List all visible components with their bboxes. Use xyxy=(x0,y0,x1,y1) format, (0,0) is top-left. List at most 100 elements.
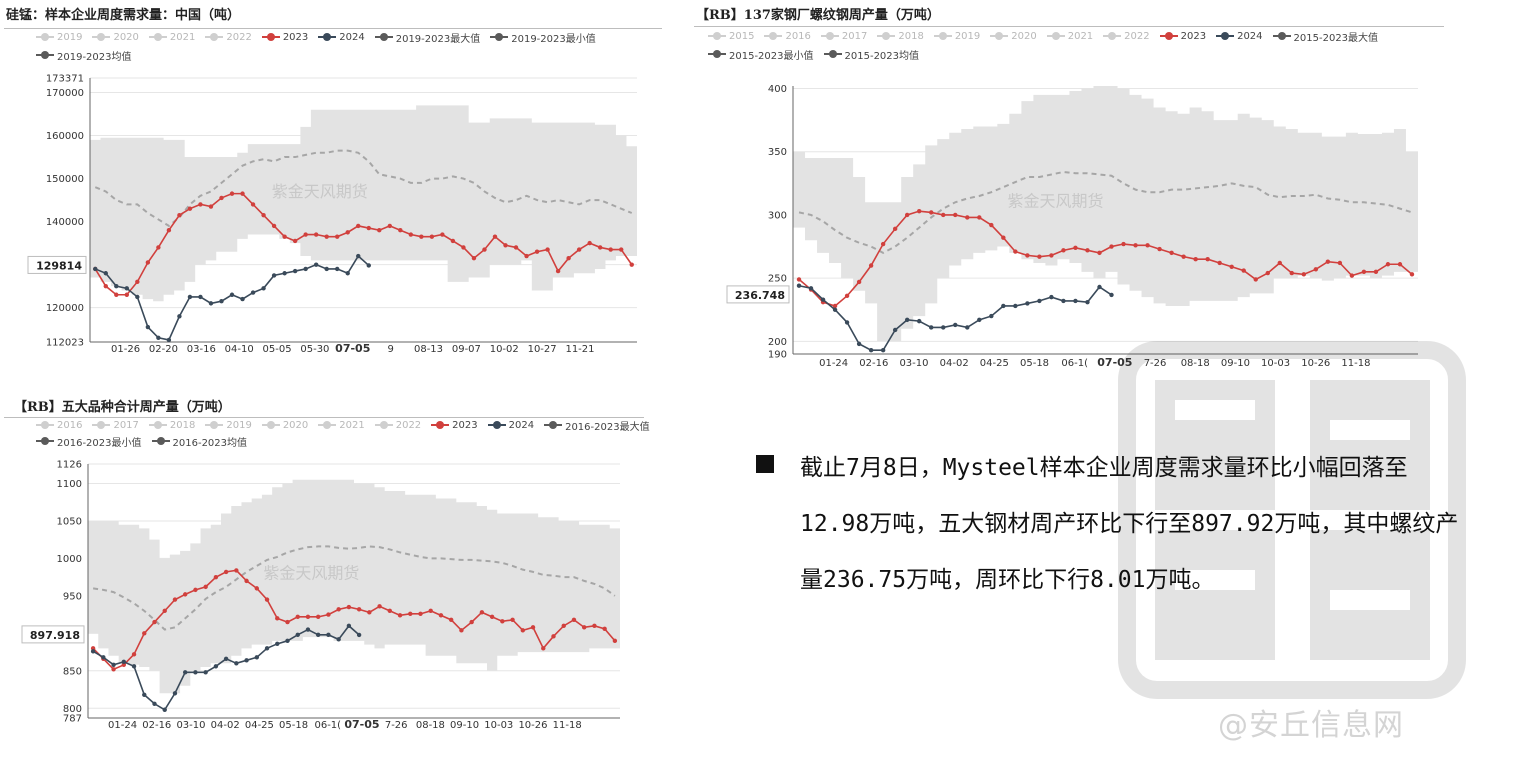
legend-swatch-icon xyxy=(933,32,952,40)
data-point-2023 xyxy=(397,613,403,618)
legend-item-2019[interactable]: 2019 xyxy=(205,419,252,431)
legend-swatch-icon xyxy=(36,421,54,429)
legend-item-2020[interactable]: 2020 xyxy=(261,420,308,431)
data-point-2023 xyxy=(1361,269,1367,275)
legend-item-max[interactable]: 2019-2023最大值 xyxy=(374,30,480,45)
legend-item-2024[interactable]: 2024 xyxy=(318,32,365,43)
legend-label: 2015-2023最小值 xyxy=(729,50,814,62)
data-point-2024 xyxy=(193,670,198,675)
legend-item-max[interactable]: 2015-2023最大值 xyxy=(1272,29,1378,44)
legend-item-2016[interactable]: 2016 xyxy=(36,420,82,431)
data-point-2023 xyxy=(172,597,178,602)
data-point-2023 xyxy=(459,628,464,633)
legend-item-2021[interactable]: 2021 xyxy=(1046,31,1093,42)
legend-swatch-icon xyxy=(36,33,54,41)
legend-item-2015[interactable]: 2015 xyxy=(708,31,754,42)
data-point-2023 xyxy=(492,234,498,239)
data-point-2024 xyxy=(904,317,910,323)
data-point-2024 xyxy=(121,659,127,665)
legend-item-2022[interactable]: 2022 xyxy=(374,420,421,431)
legend-item-2022[interactable]: 2022 xyxy=(1103,31,1150,42)
legend-item-2019[interactable]: 2019 xyxy=(933,31,980,42)
data-point-2023 xyxy=(1049,253,1054,258)
data-point-2023 xyxy=(917,208,922,214)
legend-item-2019[interactable]: 2019 xyxy=(36,32,82,43)
legend-label: 2016-2023均值 xyxy=(172,437,248,449)
legend-item-2018[interactable]: 2018 xyxy=(148,420,195,431)
data-point-2023 xyxy=(208,204,214,209)
data-point-2023 xyxy=(254,586,260,591)
x-tick-label: 09-10 xyxy=(450,720,479,731)
y-tick-label: 150000 xyxy=(46,174,84,185)
legend-item-2021[interactable]: 2021 xyxy=(318,420,365,431)
legend-label: 2022 xyxy=(226,31,252,43)
data-point-2024 xyxy=(1085,299,1090,305)
legend-item-min[interactable]: 2015-2023最小值 xyxy=(708,47,814,62)
legend-item-2021[interactable]: 2021 xyxy=(148,32,195,43)
current-value-box xyxy=(726,285,790,304)
range-band-area xyxy=(90,105,637,302)
legend-item-2020[interactable]: 2020 xyxy=(92,32,139,43)
legend-swatch-icon xyxy=(1046,32,1065,40)
summary-paragraph: 截止7月8日，Mysteel样本企业周度需求量环比小幅回落至12.98万吨，五大… xyxy=(800,455,1459,593)
legend-item-2023[interactable]: 2023 xyxy=(261,32,308,43)
data-point-2023 xyxy=(1157,246,1162,252)
data-point-2023 xyxy=(471,255,477,261)
x-tick-label: 02-16 xyxy=(142,720,171,731)
data-point-2023 xyxy=(965,215,970,220)
data-point-2024 xyxy=(145,324,151,330)
data-point-2023 xyxy=(1097,250,1102,256)
data-point-2023 xyxy=(1061,248,1066,253)
x-tick-label: 01-24 xyxy=(819,358,848,369)
data-point-2024 xyxy=(1001,303,1006,309)
data-point-2023 xyxy=(313,232,319,237)
data-point-2023 xyxy=(182,592,188,597)
legend-item-avg[interactable]: 2019-2023均值 xyxy=(36,48,132,63)
legend-item-min[interactable]: 2019-2023最小值 xyxy=(490,30,596,45)
current-value-box xyxy=(27,255,87,274)
y-tick-label: 787 xyxy=(63,714,82,725)
legend-item-2016[interactable]: 2016 xyxy=(764,31,811,42)
data-point-2024 xyxy=(172,691,178,696)
legend-item-2023[interactable]: 2023 xyxy=(1159,31,1206,42)
data-point-2023 xyxy=(303,232,308,237)
data-point-2023 xyxy=(162,608,167,614)
series-line-2016-2023均值 xyxy=(92,545,616,631)
legend-label: 2023 xyxy=(452,419,478,431)
legend-swatch-icon xyxy=(820,32,839,40)
chart-title-simn: 硅锰：样本企业周度需求量：中国（吨） xyxy=(6,8,241,23)
data-point-2024 xyxy=(261,286,266,291)
data-point-2023 xyxy=(489,614,495,620)
data-point-2024 xyxy=(917,318,922,324)
legend-item-max[interactable]: 2016-2023最大值 xyxy=(544,418,650,433)
x-tick-label: 7-26 xyxy=(1144,358,1167,369)
y-tick-label: 140000 xyxy=(46,217,84,228)
x-tick-label: 04-10 xyxy=(225,344,254,355)
data-point-2023 xyxy=(285,619,290,625)
legend-item-2024[interactable]: 2024 xyxy=(487,420,534,431)
data-point-2024 xyxy=(303,266,308,272)
legend-item-2020[interactable]: 2020 xyxy=(990,31,1037,42)
y-tick-label: 1000 xyxy=(57,554,82,565)
data-point-2023 xyxy=(1109,244,1114,249)
data-point-2023 xyxy=(282,234,287,239)
legend-item-2024[interactable]: 2024 xyxy=(1216,31,1263,42)
legend-item-2023[interactable]: 2023 xyxy=(431,419,478,431)
legend-item-2017[interactable]: 2017 xyxy=(820,31,867,42)
data-point-2024 xyxy=(856,341,862,347)
x-tick-label: 10-03 xyxy=(1261,358,1290,369)
legend-item-2018[interactable]: 2018 xyxy=(877,31,924,42)
legend-item-2017[interactable]: 2017 xyxy=(92,420,139,431)
x-tick-label: 04-02 xyxy=(211,720,240,731)
data-point-2023 xyxy=(419,234,424,239)
legend-item-avg[interactable]: 2015-2023均值 xyxy=(823,47,919,62)
data-point-2024 xyxy=(315,632,321,638)
legend-item-2022[interactable]: 2022 xyxy=(205,31,252,43)
legend-item-min[interactable]: 2016-2023最小值 xyxy=(36,434,142,449)
legend-label: 2019 xyxy=(226,419,252,431)
data-point-2023 xyxy=(450,238,456,244)
legend-swatch-icon xyxy=(151,437,170,445)
y-tick-label: 350 xyxy=(768,147,787,158)
data-point-2023 xyxy=(261,212,266,218)
legend-item-avg[interactable]: 2016-2023均值 xyxy=(151,434,248,449)
